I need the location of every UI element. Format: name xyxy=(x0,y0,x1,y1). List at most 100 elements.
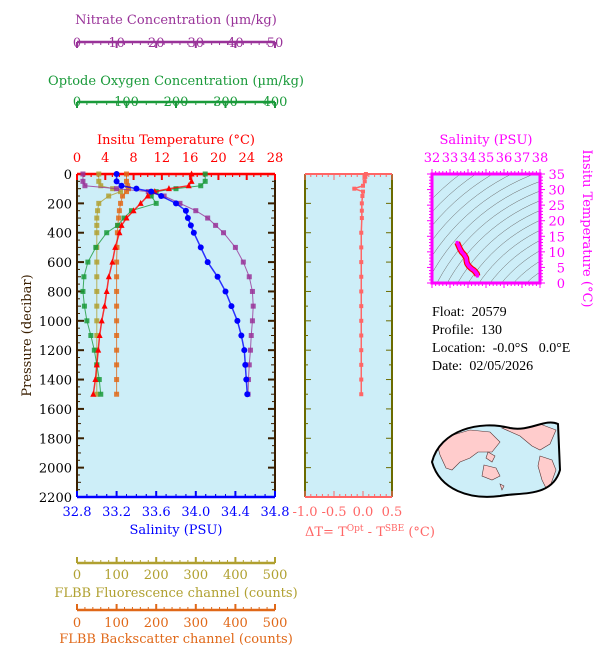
nitrate-point xyxy=(246,362,252,368)
profile-plot-background xyxy=(77,174,275,497)
salinity-point xyxy=(118,182,125,189)
oxygen-point xyxy=(98,391,104,397)
ts-y-tick-label: 30 xyxy=(548,184,565,199)
ts-point xyxy=(462,253,467,257)
delta-t-point xyxy=(359,289,364,294)
backscatter-point xyxy=(114,303,120,309)
ts-x-tick-label: 38 xyxy=(532,151,549,166)
map-land xyxy=(435,423,557,493)
landmass xyxy=(485,451,496,463)
backscatter-point xyxy=(114,288,120,294)
salinity-point xyxy=(204,259,211,266)
ts-x-axis-title: Salinity (PSU) xyxy=(440,133,533,148)
fluorescence-point xyxy=(95,208,101,214)
pressure-tick-label: 1000 xyxy=(39,315,72,330)
fluorescence-axis-title: FLBB Fluorescence channel (counts) xyxy=(54,586,297,601)
salinity-axis-title: Salinity (PSU) xyxy=(130,523,223,538)
delta-t-line xyxy=(351,173,367,395)
landmass xyxy=(435,429,501,471)
temperature-tick-label: 8 xyxy=(129,151,137,166)
nitrate-point xyxy=(246,274,252,280)
backscatter-point xyxy=(125,183,131,189)
pressure-axis-title: Pressure (decibar) xyxy=(20,274,35,396)
fluorescence-point xyxy=(94,215,100,221)
density-contour xyxy=(550,313,609,433)
fluorescence-tick-label: 300 xyxy=(183,568,208,583)
salinity-point xyxy=(234,317,241,324)
salinity-tick-label: 34.0 xyxy=(181,505,210,520)
temperature-point xyxy=(92,376,99,383)
fluorescence-point xyxy=(118,189,124,195)
temperature-point xyxy=(137,199,144,206)
delta-t-point xyxy=(359,362,364,367)
delta-t-point xyxy=(359,304,364,309)
fluorescence-point xyxy=(96,171,102,177)
delta-t-point xyxy=(359,333,364,338)
temperature-point xyxy=(103,287,110,294)
salinity-profile-line xyxy=(115,174,249,395)
pressure-tick-label: 0 xyxy=(64,168,72,183)
ts-x-tick-label: 35 xyxy=(478,151,495,166)
temperature-tick-label: 20 xyxy=(210,151,227,166)
ts-y-tick-label: 10 xyxy=(548,246,565,261)
delta-t-point xyxy=(359,274,364,279)
ts-y-tick-label: 5 xyxy=(557,261,565,276)
nitrate-point xyxy=(248,333,254,338)
delta-t-point xyxy=(359,318,364,323)
delta-t-tick-label: 0.5 xyxy=(382,505,403,520)
ts-y-tick-label: 0 xyxy=(557,277,565,292)
oxygen-point xyxy=(148,193,154,199)
delta-t-point xyxy=(352,186,357,191)
salinity-point xyxy=(113,171,120,177)
delta-t-point xyxy=(359,201,364,206)
delta-t-plot-background xyxy=(305,174,392,497)
oxygen-point xyxy=(104,230,110,236)
oxygen-tick-label: 400 xyxy=(263,95,288,110)
fluorescence-tick-label: 500 xyxy=(263,568,288,583)
backscatter-tick-label: 0 xyxy=(73,616,81,631)
ts-point xyxy=(464,256,469,260)
temperature-point xyxy=(90,390,97,397)
fluorescence-tick-label: 0 xyxy=(73,568,81,583)
oxygen-axis-title: Optode Oxygen Concentration (µm/kg) xyxy=(48,74,304,89)
temperature-tick-label: 12 xyxy=(154,151,171,166)
fluorescence-point xyxy=(94,230,100,236)
backscatter-point xyxy=(124,178,129,184)
delta-t-point xyxy=(363,174,368,179)
fluorescence-tick-label: 100 xyxy=(104,568,129,583)
backscatter-tick-label: 300 xyxy=(183,616,208,631)
salinity-point xyxy=(214,273,221,280)
salinity-tick-label: 32.8 xyxy=(63,505,92,520)
delta-t-axis-title: ΔT= TOpt - TSBE (°C) xyxy=(305,524,435,540)
ts-y-tick-label: 35 xyxy=(548,168,565,183)
profile-number: Profile: 130 xyxy=(432,323,502,338)
salinity-point xyxy=(148,188,155,195)
temperature-point xyxy=(112,243,119,250)
nitrate-point xyxy=(177,200,183,206)
oxygen-point xyxy=(202,178,208,184)
temperature-point xyxy=(188,177,195,184)
oxygen-point xyxy=(85,259,91,265)
pressure-tick-label: 600 xyxy=(47,256,72,271)
nitrate-axis-title: Nitrate Concentration (µm/kg) xyxy=(75,13,277,28)
ts-point xyxy=(459,250,464,254)
backscatter-point xyxy=(125,186,131,192)
fluorescence-point xyxy=(94,303,100,309)
temperature-point xyxy=(188,170,195,177)
landmass xyxy=(499,483,505,491)
oxygen-point xyxy=(81,303,87,309)
delta-t-point xyxy=(359,208,364,213)
backscatter-point xyxy=(114,391,120,397)
density-contour xyxy=(541,304,609,442)
temperature-tick-label: 16 xyxy=(182,151,199,166)
oxygen-tick-label: 100 xyxy=(114,95,139,110)
oxygen-point xyxy=(153,200,159,206)
backscatter-point xyxy=(120,193,126,199)
backscatter-point xyxy=(114,230,120,236)
oxygen-point xyxy=(121,215,127,221)
nitrate-tick-label: 30 xyxy=(188,36,205,51)
temperature-point xyxy=(123,214,130,221)
backscatter-axis-title: FLBB Backscatter channel (counts) xyxy=(59,632,293,647)
backscatter-point xyxy=(114,362,120,368)
